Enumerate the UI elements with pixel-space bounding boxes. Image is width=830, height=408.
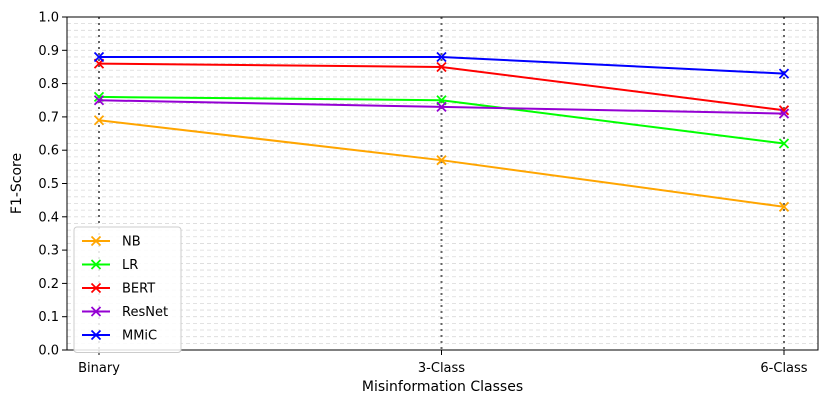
y-tick-label: 0.7	[38, 110, 59, 125]
grid-layer	[67, 16, 818, 351]
axes-layer: 0.0 0.1 0.2 0.3 0.4 0.5 0.6 0.7 0.8 0.9 1.0 Binary 3…	[38, 11, 807, 377]
data-point-nb	[436, 155, 447, 166]
y-tick-label: 0.0	[38, 344, 59, 359]
legend-marker	[90, 329, 102, 341]
legend: NB LR BERT ResNet MMiC	[73, 226, 182, 353]
data-point-mmic	[93, 51, 105, 63]
data-point-resnet	[778, 108, 790, 119]
y-tick-label: 0.1	[38, 310, 59, 325]
y-tick-label: 0.3	[38, 244, 59, 259]
legend-item-nb: NB	[82, 235, 141, 250]
legend-marker	[90, 235, 102, 247]
legend-item-mmic: MMiC	[82, 329, 157, 344]
legend-marker	[90, 259, 102, 270]
legend-label: ResNet	[122, 305, 168, 320]
y-axis-label: F1-Score	[9, 153, 25, 214]
legend-label: MMiC	[122, 329, 157, 344]
y-tick-label: 0.5	[38, 177, 59, 192]
y-tick-label: 1.0	[38, 11, 59, 26]
x-tick-label: 6-Class	[760, 361, 807, 376]
legend-label: BERT	[122, 282, 155, 297]
y-tick-label: 0.4	[38, 210, 59, 225]
data-point-lr	[778, 138, 790, 149]
y-tick-label: 0.2	[38, 277, 59, 292]
legend-item-bert: BERT	[82, 282, 155, 297]
data-point-nb	[93, 115, 105, 126]
legend-label: NB	[122, 235, 141, 250]
legend-marker	[90, 282, 102, 294]
x-tick-label: Binary	[78, 361, 120, 376]
y-tick-label: 0.9	[38, 44, 59, 59]
data-point-mmic	[778, 68, 790, 79]
legend-label: LR	[122, 258, 138, 273]
data-point-resnet	[93, 95, 105, 106]
x-axis-label: Misinformation Classes	[362, 379, 523, 395]
y-tick-label: 0.6	[38, 144, 59, 159]
legend-item-lr: LR	[82, 258, 138, 273]
data-point-mmic	[436, 51, 447, 63]
legend-item-resnet: ResNet	[82, 305, 168, 320]
data-point-bert	[436, 61, 447, 73]
legend-box	[73, 226, 182, 353]
series-layer	[93, 51, 790, 212]
data-point-nb	[778, 201, 790, 212]
data-point-resnet	[436, 101, 447, 113]
legend-marker	[90, 306, 102, 317]
y-tick-label: 0.8	[38, 77, 59, 92]
x-tick-label: 3-Class	[418, 361, 465, 376]
